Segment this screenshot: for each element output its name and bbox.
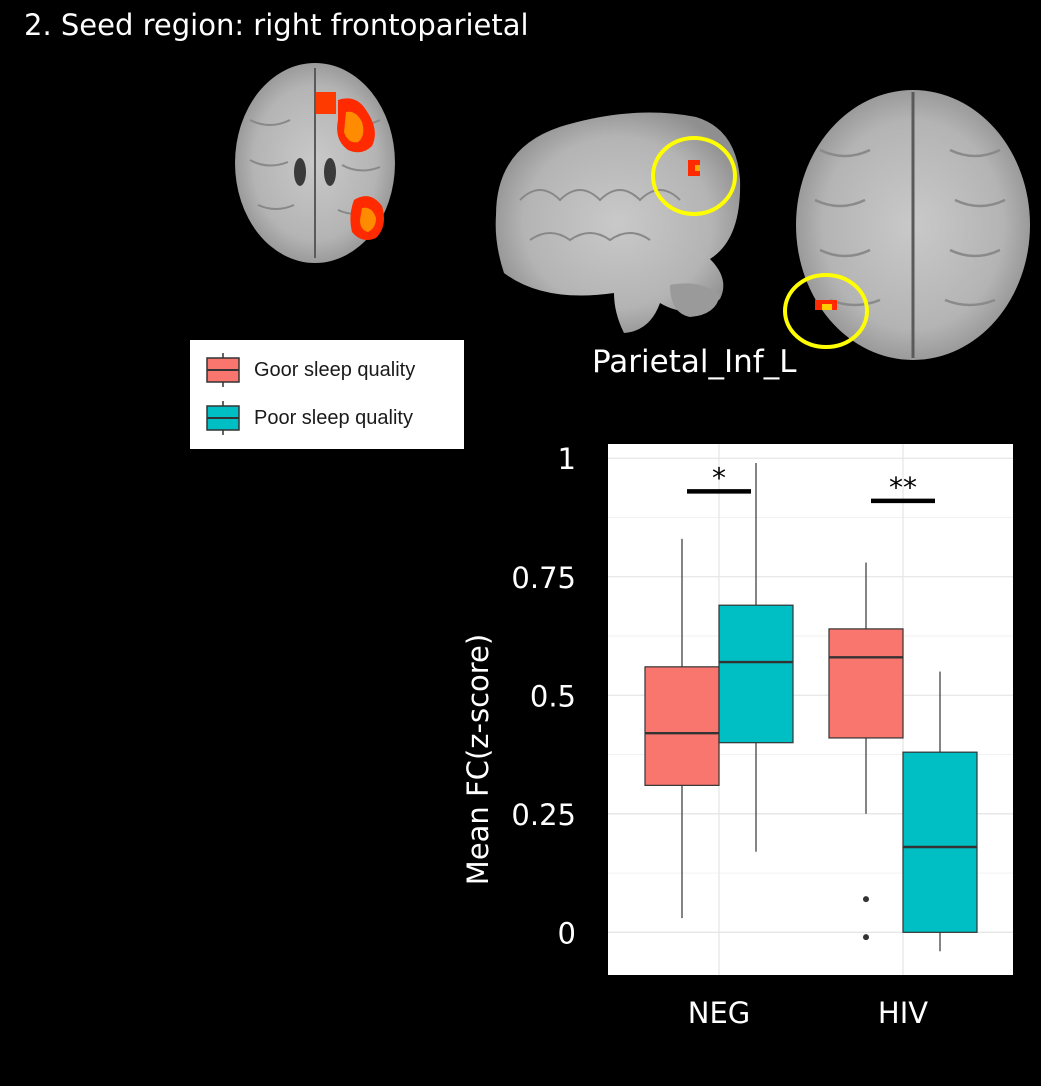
legend-label-poor: Poor sleep quality [254,406,413,429]
significance-label-neg: * [712,461,726,494]
y-tick-label-2: 0.5 [530,679,576,713]
legend-item-goor: Goor sleep quality [204,352,415,388]
y-tick-label-4: 1 [558,442,576,476]
y-axis-label: Mean FC(z-score) [461,634,495,885]
x-tick-label-hiv: HIV [878,996,928,1030]
box-goor-hiv-box [828,628,904,739]
panel-title: 2. Seed region: right frontoparietal [24,8,529,42]
chart-legend: Goor sleep quality Poor sleep quality [190,340,464,449]
axial-brain-slice-2 [783,90,1030,360]
box-goor-hiv-outlier-1 [863,934,869,941]
box-goor-neg-box [644,666,720,786]
legend-label-goor: Goor sleep quality [254,358,416,381]
sagittal-brain-slice [495,112,741,333]
y-tick-label-3: 0.75 [511,561,576,595]
box-goor-hiv-outlier-0 [863,896,869,903]
significance-label-hiv: ** [889,471,917,504]
legend-key-poor [206,401,240,435]
region-label: Parietal_Inf_L [592,344,797,380]
legend-key-goor [206,353,240,387]
axial-brain-slice-1 [235,63,395,263]
box-poor-hiv-box [902,751,978,933]
legend-item-poor: Poor sleep quality [204,400,413,436]
brain-images [235,63,1030,360]
y-tick-label-1: 0.25 [511,798,576,832]
y-tick-label-0: 0 [558,916,576,950]
box-poor-neg-box [718,604,794,744]
x-tick-label-neg: NEG [688,996,751,1030]
